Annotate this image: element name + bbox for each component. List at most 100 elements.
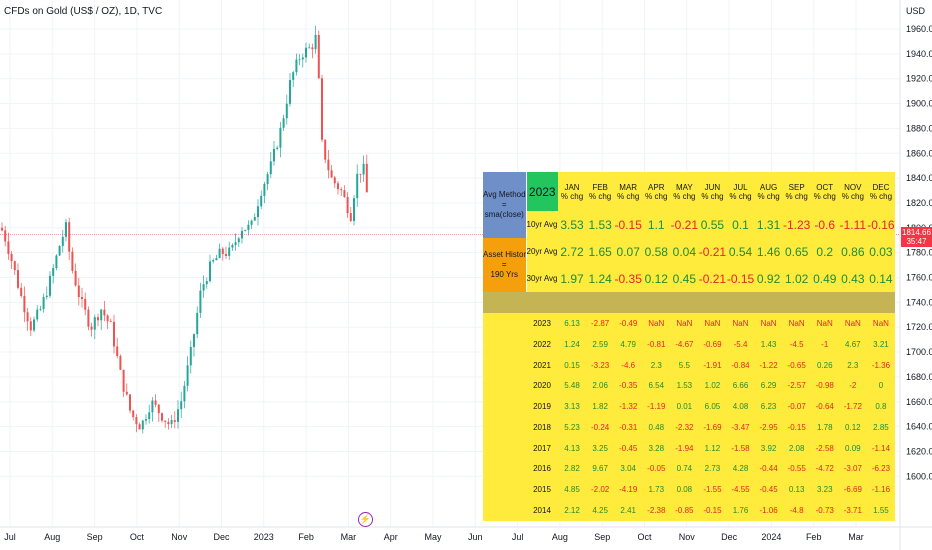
candle-body [337, 183, 339, 190]
avg-value: 1.65 [588, 244, 612, 259]
candle-body [100, 309, 103, 321]
month-header: OCT% chg [811, 172, 839, 211]
month-header: JUN% chg [698, 172, 726, 211]
separator-band [483, 292, 895, 314]
candle-body [257, 206, 259, 218]
candle-body [13, 261, 16, 271]
year-value: 0.48 [648, 422, 665, 432]
empty-cell [483, 417, 526, 438]
candle-body [212, 260, 215, 262]
year-value: 2.41 [620, 506, 636, 516]
candle-body [177, 409, 179, 422]
asset-history-text: Asset History [483, 250, 526, 260]
candle-body [141, 420, 144, 430]
candle-body [36, 309, 39, 320]
month-label: AUG [759, 182, 778, 192]
year-value: -0.35 [619, 381, 638, 391]
month-header: MAY% chg [670, 172, 698, 211]
year-value: -1.72 [843, 402, 862, 412]
price-tick-label: 1880.00 [906, 123, 932, 133]
year-value: -2 [849, 381, 857, 391]
price-tick-label: 1640.00 [906, 422, 932, 432]
asset-history-text: 190 Yrs [490, 270, 518, 280]
candle-body [218, 248, 221, 259]
time-tick-label: Feb [806, 532, 822, 542]
price-tick-label: 1860.00 [906, 148, 932, 158]
candle-body [244, 229, 247, 231]
year-value: 4.67 [845, 339, 861, 349]
year-label: 2016 [533, 464, 551, 474]
candle-body [173, 420, 176, 422]
month-label: APR [648, 182, 665, 192]
avg-value: 1.31 [756, 217, 781, 232]
year-value: 5.5 [678, 360, 690, 370]
year-value: -1.36 [871, 360, 891, 370]
candle-body [311, 47, 314, 50]
candle-body [109, 321, 112, 323]
avg-label: 30yr Avg: [526, 274, 559, 284]
candle-body [77, 285, 80, 298]
candle-body [145, 419, 147, 421]
candle-body [23, 296, 26, 313]
candle-body [52, 268, 55, 276]
candle-body [4, 230, 7, 242]
candle-body [42, 297, 45, 310]
avg-value: 1.02 [784, 271, 809, 286]
year-value: -0.85 [675, 506, 694, 516]
price-tick-label: 1620.00 [906, 446, 932, 456]
candle-body [305, 47, 307, 58]
year-value: 1.02 [704, 381, 721, 391]
avg-value: 0.03 [869, 244, 893, 259]
candle-body [260, 195, 263, 207]
candle-body [151, 400, 154, 413]
candle-body [225, 254, 227, 256]
candle-body [221, 248, 224, 255]
avg-value: 1.1 [647, 217, 665, 232]
candle-body [234, 242, 237, 246]
year-row: 2021 0.15 -3.23 -4.6 2.3 5.5 -1.91 -0.84 -1.22 -0… [483, 355, 895, 376]
candle-body [180, 401, 183, 410]
year-value: NaN [788, 319, 805, 329]
year-row: 2014 2.12 4.25 2.41 -2.38 -0.85 -0.15 1.76 -1.06… [483, 500, 895, 521]
month-label: DEC [872, 182, 890, 192]
candle-body [7, 241, 10, 254]
year-value: 0.09 [845, 443, 861, 453]
year-value: 0.13 [788, 485, 805, 495]
avg-value: 0.1 [732, 217, 749, 232]
candle-body [199, 290, 202, 313]
year-value: -6.69 [843, 485, 862, 495]
avg-value: -0.35 [614, 271, 642, 286]
avg-value: 0.54 [728, 244, 753, 259]
year-value: 6.29 [760, 381, 777, 391]
avg-method-text: = [501, 200, 507, 210]
avg-value: 2.72 [560, 244, 584, 259]
candle-body [193, 334, 195, 347]
pct-change-label: % chg [617, 191, 640, 201]
candle-body [93, 317, 96, 330]
year-value: -1.55 [703, 485, 722, 495]
lightning-icon[interactable]: ⚡ [358, 512, 373, 527]
year-value: 6.05 [704, 402, 721, 412]
time-tick-label: Mar [341, 532, 357, 542]
price-tick-label: 1660.00 [906, 397, 932, 407]
candle-body [279, 127, 282, 148]
candle-body [132, 410, 135, 418]
empty-cell [483, 500, 526, 521]
time-tick-label: Sep [87, 532, 103, 542]
candle-body [135, 417, 138, 425]
year-value: -4.8 [789, 506, 804, 516]
candle-body [317, 34, 320, 79]
avg-value: 0.58 [644, 244, 668, 259]
year-value: 2.59 [592, 339, 608, 349]
candle-body [289, 80, 291, 104]
year-value: -2.02 [591, 485, 610, 495]
year-label: 2015 [533, 485, 551, 495]
year-value: NaN [676, 319, 693, 329]
pct-change-label: % chg [813, 191, 836, 201]
year-value: -5.4 [733, 339, 748, 349]
month-header: AUG% chg [755, 172, 783, 211]
candle-body [237, 238, 240, 243]
month-label: JAN [564, 182, 580, 192]
candle-body [327, 159, 330, 171]
time-axis: Jul Aug Sep Oct Nov Dec 2023 Feb Mar Apr May Jun Jul… [4, 532, 864, 542]
